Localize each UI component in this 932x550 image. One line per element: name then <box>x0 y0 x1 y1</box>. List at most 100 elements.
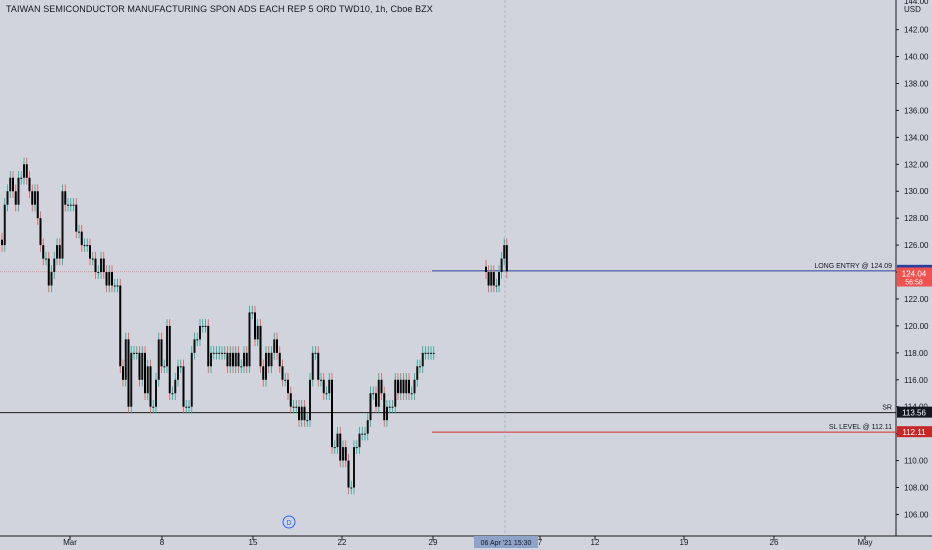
candle-body <box>424 352 427 354</box>
candle-body <box>298 406 300 421</box>
candle-body <box>39 218 42 246</box>
candle-body <box>23 164 25 178</box>
x-tick-label: 8 <box>160 538 165 547</box>
candle-body <box>405 379 408 394</box>
candle-body <box>265 352 267 380</box>
candle-body <box>47 258 50 286</box>
candle-body <box>75 204 78 232</box>
y-tick-label: 106.00 <box>904 510 929 519</box>
candle-body <box>53 258 56 273</box>
candle-body <box>193 339 196 353</box>
candle-body <box>311 352 314 380</box>
candle-body <box>339 433 342 461</box>
cursor-time-label: 06 Apr '21 15:30 <box>481 540 532 547</box>
candle-body <box>361 433 364 435</box>
candle-body <box>248 312 251 367</box>
candle-body <box>94 258 97 273</box>
candle-body <box>256 325 259 340</box>
candle-body <box>127 339 130 407</box>
top-tick-label: 144.00 <box>904 0 929 6</box>
candle-body <box>138 352 141 380</box>
candle-body <box>83 245 86 247</box>
candle-body <box>485 266 487 273</box>
candle-body <box>108 272 111 286</box>
candle-body <box>237 352 240 367</box>
candle-body <box>358 433 361 448</box>
x-tick-label: 19 <box>680 538 689 547</box>
candle-body <box>144 352 146 394</box>
candle-body <box>168 325 171 394</box>
candle-body <box>278 352 281 367</box>
candle-body <box>295 406 298 408</box>
candle-body <box>141 352 144 380</box>
candle-body <box>50 272 53 286</box>
candle-body <box>336 433 339 448</box>
candle-body <box>366 420 369 434</box>
candle-body <box>31 191 34 205</box>
candle-body <box>375 393 377 407</box>
candle-body <box>6 191 9 205</box>
candle-body <box>232 352 234 367</box>
candle-body <box>380 379 383 394</box>
candle-body <box>289 393 292 407</box>
candle-body <box>207 325 210 367</box>
y-tick-label: 120.00 <box>904 322 929 331</box>
candle-body <box>113 285 116 287</box>
candle-body <box>105 272 108 286</box>
candle-body <box>342 447 344 461</box>
candle-body <box>492 272 495 286</box>
x-tick-label: May <box>857 538 872 547</box>
y-tick-label: 126.00 <box>904 241 929 250</box>
candle-body <box>369 393 372 421</box>
y-tick-label: 130.00 <box>904 187 929 196</box>
candle-body <box>300 406 303 421</box>
candle-body <box>281 366 284 380</box>
candle-body <box>254 312 256 340</box>
candle-body <box>487 272 490 286</box>
candle-body <box>25 164 28 178</box>
candle-body <box>500 258 503 273</box>
candle-body <box>402 379 405 394</box>
candle-body <box>221 352 223 354</box>
y-tick-label: 108.00 <box>904 484 929 493</box>
candle-body <box>122 366 124 380</box>
candle-body <box>262 366 265 380</box>
price-badge-label: 112.11 <box>902 428 926 437</box>
candle-body <box>91 258 94 260</box>
candle-body <box>350 487 353 489</box>
candle-body <box>133 352 135 354</box>
candle-body <box>399 379 402 394</box>
candle-body <box>69 204 72 206</box>
candle-body <box>410 393 413 395</box>
candle-body <box>215 352 218 354</box>
candle-body <box>377 379 380 407</box>
candle-body <box>505 245 508 272</box>
candle-body <box>42 245 45 259</box>
candle-body <box>80 231 83 246</box>
candle-body <box>201 325 204 327</box>
candle-body <box>152 406 155 408</box>
candle-body <box>171 393 174 395</box>
last-price-value: 124.04 <box>902 270 927 279</box>
y-tick-label: 122.00 <box>904 295 929 304</box>
candle-body <box>86 245 89 247</box>
candle-body <box>174 379 177 394</box>
y-tick-label: 142.00 <box>904 26 929 35</box>
cursor-time-badge <box>474 536 538 548</box>
candle-body <box>89 245 91 259</box>
entry-line-label: LONG ENTRY @ 124.09 <box>814 263 892 270</box>
candle-body <box>273 339 276 353</box>
candle-body <box>14 191 17 205</box>
candle-body <box>234 352 237 367</box>
candle-body <box>149 366 152 407</box>
candle-body <box>503 245 506 259</box>
candle-body <box>498 272 500 286</box>
candle-body <box>383 393 386 421</box>
candle-body <box>226 352 229 367</box>
candle-body <box>355 447 358 449</box>
x-tick-label: Mar <box>63 538 77 547</box>
candle-body <box>177 366 179 380</box>
candle-body <box>78 231 80 233</box>
y-tick-label: 128.00 <box>904 214 929 223</box>
